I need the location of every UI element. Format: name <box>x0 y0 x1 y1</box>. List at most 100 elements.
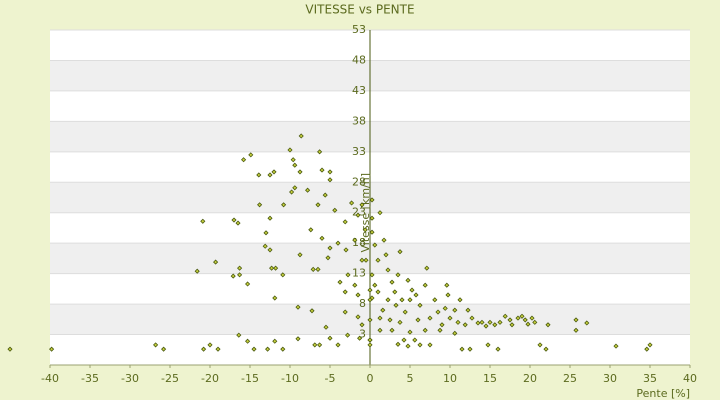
x-tick-label: -35 <box>81 372 99 385</box>
y-axis-label: Vitesse [km/h] <box>359 173 372 253</box>
point <box>537 342 543 348</box>
point <box>352 237 358 243</box>
point <box>362 227 368 233</box>
x-tick-label: -40 <box>41 372 59 385</box>
point <box>49 346 55 352</box>
point <box>469 315 475 321</box>
point <box>387 317 393 323</box>
y-tick-label: 48 <box>352 53 366 66</box>
x-tick-label: 35 <box>643 372 657 385</box>
x-tick-label: 30 <box>603 372 617 385</box>
point <box>395 341 401 347</box>
point <box>402 309 408 315</box>
point <box>465 307 471 313</box>
point <box>522 317 528 323</box>
point <box>377 210 383 216</box>
point <box>289 189 295 195</box>
point <box>319 167 325 173</box>
x-tick-label: 5 <box>407 372 414 385</box>
point <box>367 317 373 323</box>
point <box>509 322 515 328</box>
point <box>479 319 485 325</box>
point <box>280 272 286 278</box>
point <box>395 272 401 278</box>
point <box>405 277 411 283</box>
point <box>455 319 461 325</box>
point <box>545 322 551 328</box>
point <box>435 309 441 315</box>
y-tick-label: 8 <box>359 297 366 310</box>
x-tick-label: 10 <box>443 372 457 385</box>
point <box>237 272 243 278</box>
point <box>236 332 242 338</box>
point <box>251 346 257 352</box>
point <box>427 315 433 321</box>
point <box>389 327 395 333</box>
point <box>345 332 351 338</box>
point <box>515 315 521 321</box>
x-axis-label: Pente [%] <box>636 387 690 400</box>
point <box>437 327 443 333</box>
point <box>369 215 375 221</box>
y-tick-label: 23 <box>352 206 366 219</box>
point <box>385 267 391 273</box>
point <box>312 342 318 348</box>
point <box>161 346 167 352</box>
point <box>245 281 251 287</box>
point <box>342 309 348 315</box>
point <box>201 346 207 352</box>
point <box>647 342 653 348</box>
point <box>507 317 513 323</box>
point <box>422 327 428 333</box>
point <box>265 346 271 352</box>
point <box>271 169 277 175</box>
point <box>367 337 373 343</box>
point <box>399 297 405 303</box>
point <box>529 315 535 321</box>
point <box>327 335 333 341</box>
point <box>525 321 531 327</box>
y-tick-label: 38 <box>352 114 366 127</box>
point <box>573 327 579 333</box>
x-tick-label: -10 <box>281 372 299 385</box>
x-tick-label: 0 <box>367 372 374 385</box>
point <box>153 342 159 348</box>
point <box>317 342 323 348</box>
y-tick-label: 13 <box>352 267 366 280</box>
x-tick-label: 15 <box>483 372 497 385</box>
point <box>257 202 263 208</box>
point <box>413 292 419 298</box>
point <box>323 324 329 330</box>
point <box>245 338 251 344</box>
point <box>385 297 391 303</box>
point <box>297 252 303 258</box>
point <box>231 217 237 223</box>
point <box>345 272 351 278</box>
point <box>584 320 590 326</box>
x-tick-label: 25 <box>563 372 577 385</box>
point <box>369 272 375 278</box>
point <box>194 268 200 274</box>
point <box>444 282 450 288</box>
y-tick-label: 3 <box>359 328 366 341</box>
point <box>393 302 399 308</box>
point <box>327 177 333 183</box>
point <box>325 255 331 261</box>
point <box>357 335 363 341</box>
point <box>292 162 298 168</box>
point <box>200 218 206 224</box>
point <box>543 346 549 352</box>
point <box>355 314 361 320</box>
point <box>327 169 333 175</box>
point <box>295 336 301 342</box>
point <box>427 342 433 348</box>
point <box>447 315 453 321</box>
point <box>383 252 389 258</box>
point <box>297 169 303 175</box>
point <box>424 265 430 271</box>
point <box>475 320 481 326</box>
point <box>342 289 348 295</box>
point <box>375 289 381 295</box>
point <box>483 323 489 329</box>
